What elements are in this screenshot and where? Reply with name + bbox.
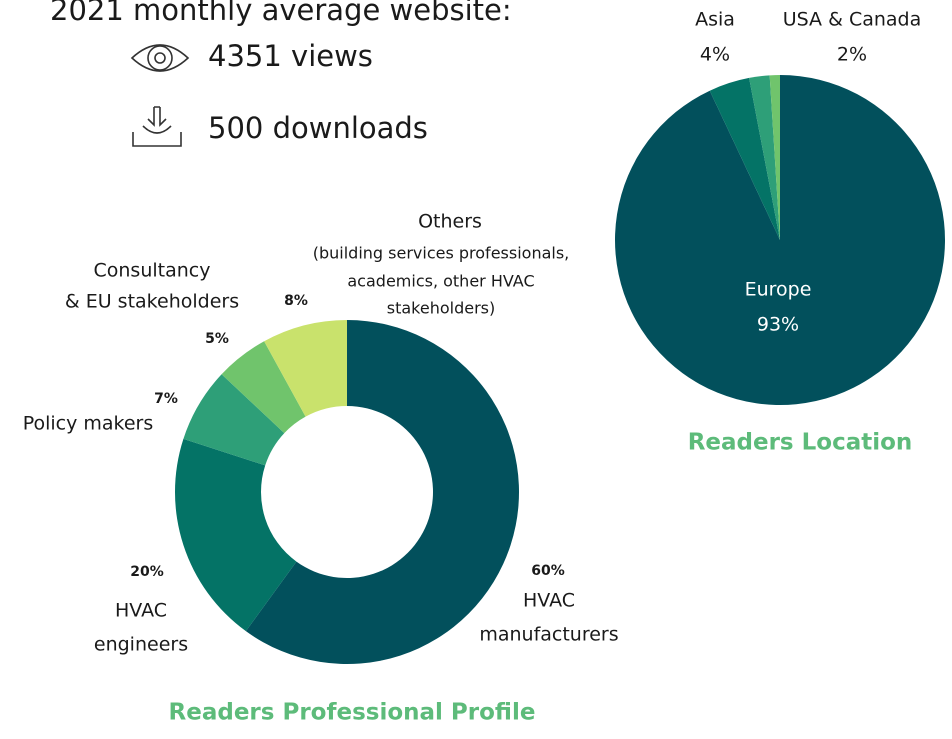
value-label: 93%	[757, 314, 799, 336]
category-label: & EU stakeholders	[65, 291, 239, 313]
slice	[245, 320, 519, 664]
slice	[174, 438, 297, 632]
value-label: 2%	[837, 44, 867, 66]
value-label: 20%	[130, 564, 164, 580]
category-label: engineers	[94, 634, 188, 656]
category-label: Europe	[745, 279, 812, 301]
category-label: Others	[418, 211, 482, 233]
donut-chart	[174, 320, 519, 664]
slice	[183, 374, 285, 466]
value-label: 7%	[154, 391, 178, 407]
slice	[709, 77, 780, 240]
category-label: HVAC	[115, 600, 167, 622]
category-label: Policy makers	[23, 413, 154, 435]
value-label: 4%	[700, 44, 730, 66]
category-label: Consultancy	[94, 260, 211, 282]
downloads-stat: 500 downloads	[208, 111, 428, 145]
category-label: academics, other HVAC	[347, 272, 534, 291]
value-label: 5%	[205, 331, 229, 347]
header-title: 2021 monthly average website:	[50, 0, 512, 27]
category-label: (building services professionals,	[313, 244, 570, 263]
views-stat: 4351 views	[208, 39, 373, 73]
slice	[264, 320, 347, 417]
category-label: Asia	[695, 9, 735, 31]
download-icon	[132, 106, 182, 147]
chart-title: Readers Professional Profile	[169, 700, 536, 726]
chart-title: Readers Location	[688, 430, 913, 456]
category-label: stakeholders)	[387, 299, 495, 318]
slice	[749, 75, 780, 240]
pie-chart	[615, 75, 945, 405]
slice	[769, 75, 780, 240]
value-label: 60%	[531, 563, 565, 579]
eye-icon	[130, 44, 190, 72]
category-label: USA & Canada	[783, 9, 922, 31]
category-label: HVAC	[523, 590, 575, 612]
category-label: manufacturers	[479, 624, 618, 646]
value-label: 8%	[284, 293, 308, 309]
slice	[221, 341, 306, 434]
